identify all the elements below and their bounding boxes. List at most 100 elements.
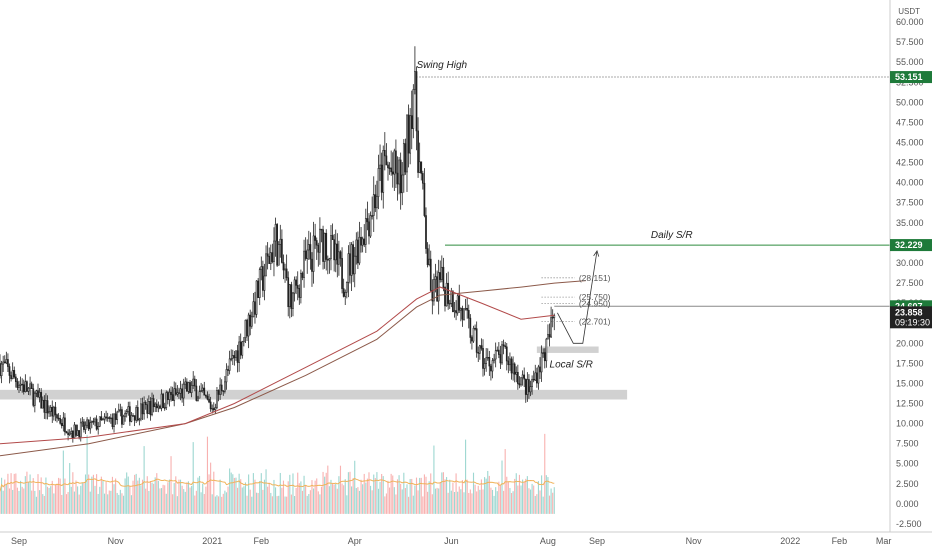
moving-averages <box>0 280 586 457</box>
candle-body <box>312 235 315 272</box>
volume-bar <box>213 471 215 514</box>
candle-body <box>548 334 551 338</box>
candle-body <box>277 244 280 266</box>
candle-body <box>521 374 524 379</box>
x-tick-label: Mar <box>876 536 892 546</box>
candle-body <box>363 238 366 245</box>
volume-bar <box>20 480 22 514</box>
candle-body <box>235 350 237 359</box>
volume-bar <box>319 494 321 514</box>
volume-bar <box>227 486 229 514</box>
candle-body <box>71 431 74 439</box>
candle-body <box>274 224 277 242</box>
volume-bar <box>461 480 463 514</box>
volume-bar <box>316 478 318 514</box>
volume-bar <box>229 468 231 514</box>
volume-bar <box>138 477 140 514</box>
volume-bar <box>526 476 528 514</box>
x-tick-label: Jun <box>444 536 459 546</box>
volume-bar <box>393 487 395 514</box>
volume-bar <box>381 473 383 514</box>
volume-bar <box>77 486 79 514</box>
volume-bar <box>460 489 462 514</box>
candle-body <box>288 284 291 308</box>
volume-bar <box>32 478 34 514</box>
candle-body <box>349 253 351 276</box>
volume-bar <box>491 489 494 514</box>
volume-bar <box>507 481 509 514</box>
volume-bar <box>542 496 544 514</box>
candle-body <box>477 352 480 354</box>
candle-body <box>124 412 126 417</box>
candle-body <box>7 359 9 367</box>
volume-bar <box>75 480 77 514</box>
candle-body <box>315 240 318 246</box>
volume-bar <box>62 450 64 514</box>
candle-body <box>450 291 453 304</box>
candle-body <box>401 174 404 194</box>
fib-label: (28.151) <box>579 273 611 283</box>
volume-bar <box>360 479 362 514</box>
volume-bar <box>495 487 497 514</box>
volume-bar <box>376 472 378 514</box>
volume-bar <box>42 494 44 514</box>
volume-bar <box>466 479 468 514</box>
volume-bar <box>202 483 204 514</box>
candle-body <box>157 405 160 409</box>
candle-body <box>87 419 90 430</box>
candle-body <box>222 390 225 392</box>
fib-label: (22.701) <box>579 317 611 327</box>
y-tick-label: 20.000 <box>896 338 924 348</box>
candle-body <box>301 272 304 278</box>
candle-body <box>135 407 138 421</box>
candle-body <box>132 415 134 417</box>
candle-body <box>263 275 266 291</box>
volume-bar <box>365 482 367 514</box>
candle-body <box>325 232 328 260</box>
candle-body <box>49 406 52 412</box>
candle-body <box>486 357 489 359</box>
candle-body <box>428 258 431 265</box>
volume-bar <box>170 456 172 514</box>
fib-levels: (28.151) (25.750)(24.950) (22.701) <box>541 273 611 327</box>
candle-body <box>54 406 57 416</box>
volume-bar <box>289 474 291 514</box>
volume-bar <box>108 490 110 514</box>
candle-body <box>84 424 87 430</box>
volume-bar <box>344 479 346 514</box>
volume-bar <box>338 476 340 514</box>
volume-bar <box>51 480 53 514</box>
candle-body <box>553 315 556 318</box>
candle-body <box>125 411 128 414</box>
candle-body <box>59 418 62 424</box>
annotations: Swing High Daily S/R Local S/R <box>416 60 692 371</box>
candle-body <box>402 143 405 176</box>
candle-body <box>197 397 199 401</box>
volume-bar <box>5 483 7 514</box>
candle-body <box>426 248 429 265</box>
volume-bar <box>45 477 47 514</box>
volume-bar <box>539 490 541 514</box>
candle-body <box>122 415 125 425</box>
volume-bar <box>366 478 368 514</box>
candle-body <box>358 236 361 264</box>
candle-body <box>86 419 88 426</box>
candle-body <box>79 422 82 438</box>
candle-body <box>138 418 141 421</box>
candle-body <box>160 393 163 409</box>
volume-bar <box>236 487 239 514</box>
candle-body <box>224 381 226 392</box>
candle-body <box>491 360 494 372</box>
y-tick-label: 30.000 <box>896 258 924 268</box>
volume-bar <box>164 485 166 514</box>
candle-body <box>331 235 334 240</box>
volume-bar <box>16 487 18 514</box>
candle-body <box>24 381 27 392</box>
candle-body <box>341 258 343 289</box>
candle-body <box>220 384 223 392</box>
support-zone <box>0 389 628 400</box>
candle-body <box>531 378 533 387</box>
candle-body <box>529 386 532 393</box>
